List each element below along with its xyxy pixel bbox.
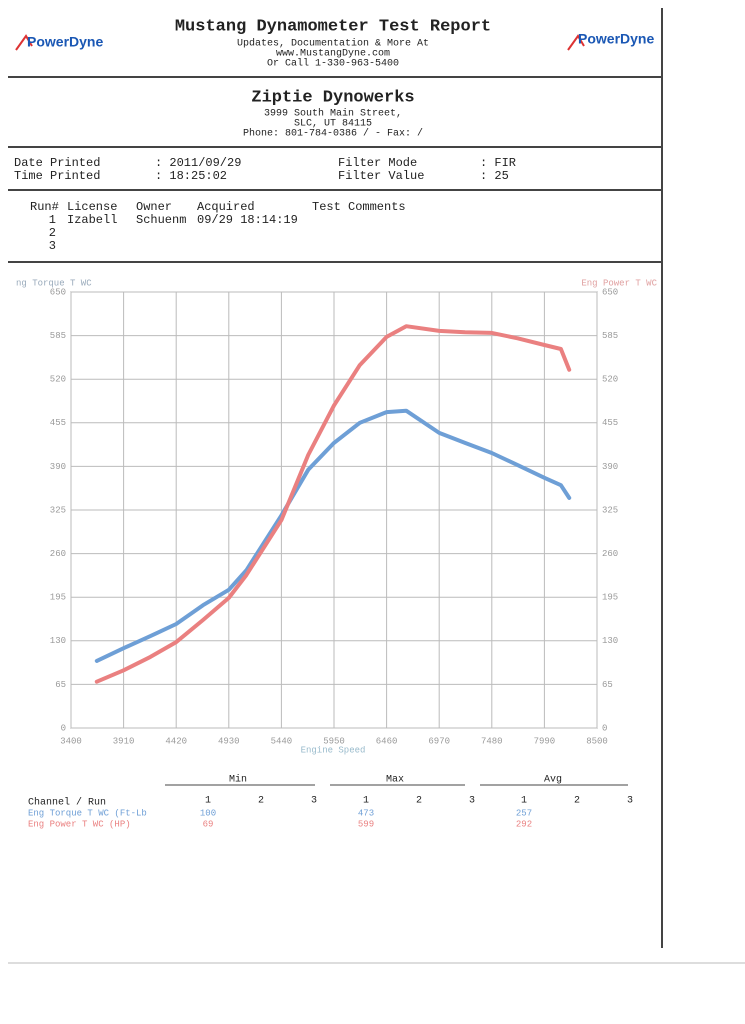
runs-cell: Izabell [67, 213, 117, 227]
series-line [94, 408, 572, 663]
shop-line: SLC, UT 84115 [294, 119, 372, 130]
y-tick-label: 520 [50, 375, 66, 385]
runs-header: Owner [136, 200, 172, 214]
y-tick-label: 650 [50, 287, 66, 297]
x-tick-label: 5440 [271, 736, 293, 746]
x-tick-label: 7480 [481, 736, 503, 746]
summary-run: 1 [363, 796, 369, 807]
y2-tick-label: 325 [602, 505, 618, 515]
runs-header: Test Comments [312, 200, 406, 214]
summary-group: Min [229, 774, 247, 786]
y-tick-label: 390 [50, 462, 66, 472]
summary-value: 292 [516, 819, 532, 829]
info-text: : 2011/09/29 [155, 156, 241, 170]
summary-label: Eng Torque T WC (Ft-Lb [28, 808, 147, 818]
y-tick-label: 260 [50, 549, 66, 559]
summary-value: 100 [200, 808, 216, 818]
y-tick-label: 195 [50, 593, 66, 603]
runs-header: Acquired [197, 200, 255, 214]
x-tick-label: 4420 [165, 736, 187, 746]
chart: 3400 3910 4420 4930 5440 5950 6460 6970 7480 7990… [16, 278, 658, 755]
x-tick-label: 3910 [113, 736, 135, 746]
y2-tick-label: 455 [602, 418, 618, 428]
summary-label: Eng Power T WC (HP) [28, 819, 131, 829]
header-line: Updates, Documentation & More At [237, 38, 429, 50]
header-line: www.MustangDyne.com [276, 49, 390, 60]
x-tick-label: 6460 [376, 736, 398, 746]
x-axis-label: Engine Speed [301, 745, 366, 755]
shop-line: Phone: 801-784-0386 / - Fax: / [243, 128, 423, 140]
x-tick-label: 7990 [534, 736, 556, 746]
y-tick-label: 130 [50, 636, 66, 646]
y2-tick-label: 585 [602, 331, 618, 341]
summary-channel-header: Channel / Run [28, 797, 106, 809]
summary-value: 473 [358, 808, 374, 818]
info-block: Date Printed : 2011/09/29 Filter Mode : FIR… [14, 156, 516, 183]
info-text: : 18:25:02 [155, 169, 227, 183]
info-text: : 25 [480, 169, 509, 183]
info-text: : FIR [480, 156, 516, 170]
info-text: Filter Value [338, 169, 424, 183]
runs-table: Run# License Owner Acquired Test Comments 1 Iz… [30, 200, 406, 253]
runs-cell: 09/29 18:14:19 [197, 213, 298, 227]
y-tick-label: 585 [50, 331, 66, 341]
summary-value: 69 [203, 819, 214, 829]
summary-run: 1 [521, 796, 527, 807]
summary-run: 2 [574, 796, 580, 807]
summary-run: 2 [416, 796, 422, 807]
summary-run: 2 [258, 796, 264, 807]
report-title: Mustang Dynamometer Test Report [175, 17, 491, 36]
x-tick-label: 8500 [586, 736, 608, 746]
y-tick-label: 0 [61, 723, 66, 733]
y-tick-label: 325 [50, 505, 66, 515]
runs-cell: 2 [49, 226, 56, 240]
y-axis-label: ng Torque T WC [16, 278, 92, 288]
y2-tick-label: 130 [602, 636, 618, 646]
y2-tick-label: 195 [602, 593, 618, 603]
runs-header: Run# [30, 200, 59, 214]
logo: PowerDyne [578, 31, 654, 47]
summary-run: 3 [627, 796, 633, 807]
summary-group: Avg [544, 775, 562, 786]
y2-tick-label: 520 [602, 375, 618, 385]
info-text: Filter Mode [338, 156, 417, 170]
y-tick-label: 65 [55, 680, 66, 690]
shop-line: 3999 South Main Street, [264, 108, 402, 120]
y2-tick-label: 65 [602, 680, 613, 690]
info-text: Date Printed [14, 156, 100, 170]
summary-run: 3 [311, 796, 317, 807]
y2-tick-label: 390 [602, 462, 618, 472]
shop-name: Ziptie Dynowerks [251, 88, 414, 107]
logo-swoosh [15, 34, 33, 51]
summary-run: 1 [205, 796, 211, 807]
x-tick-label: 3400 [60, 736, 82, 746]
info-text: Time Printed [14, 169, 100, 183]
summary-run: 3 [469, 796, 475, 807]
runs-cell: 3 [49, 239, 56, 253]
logo: PowerDyne [27, 34, 103, 50]
series-line [94, 324, 572, 684]
summary-value: 599 [358, 819, 374, 829]
runs-cell: 1 [49, 213, 56, 227]
y2-tick-label: 650 [602, 287, 618, 297]
x-tick-label: 6970 [428, 736, 450, 746]
y-tick-label: 455 [50, 418, 66, 428]
runs-cell: Schuenm [136, 213, 186, 227]
x-tick-label: 4930 [218, 736, 240, 746]
y2-axis-label: Eng Power T WC [581, 278, 657, 288]
x-tick-label: 5950 [323, 736, 345, 746]
logo-swoosh [567, 34, 585, 51]
summary-group: Max [386, 775, 404, 786]
summary-value: 257 [516, 808, 532, 818]
header-line: Or Call 1-330-963-5400 [267, 58, 399, 70]
runs-header: License [67, 200, 117, 214]
y2-tick-label: 260 [602, 549, 618, 559]
y2-tick-label: 0 [602, 723, 607, 733]
